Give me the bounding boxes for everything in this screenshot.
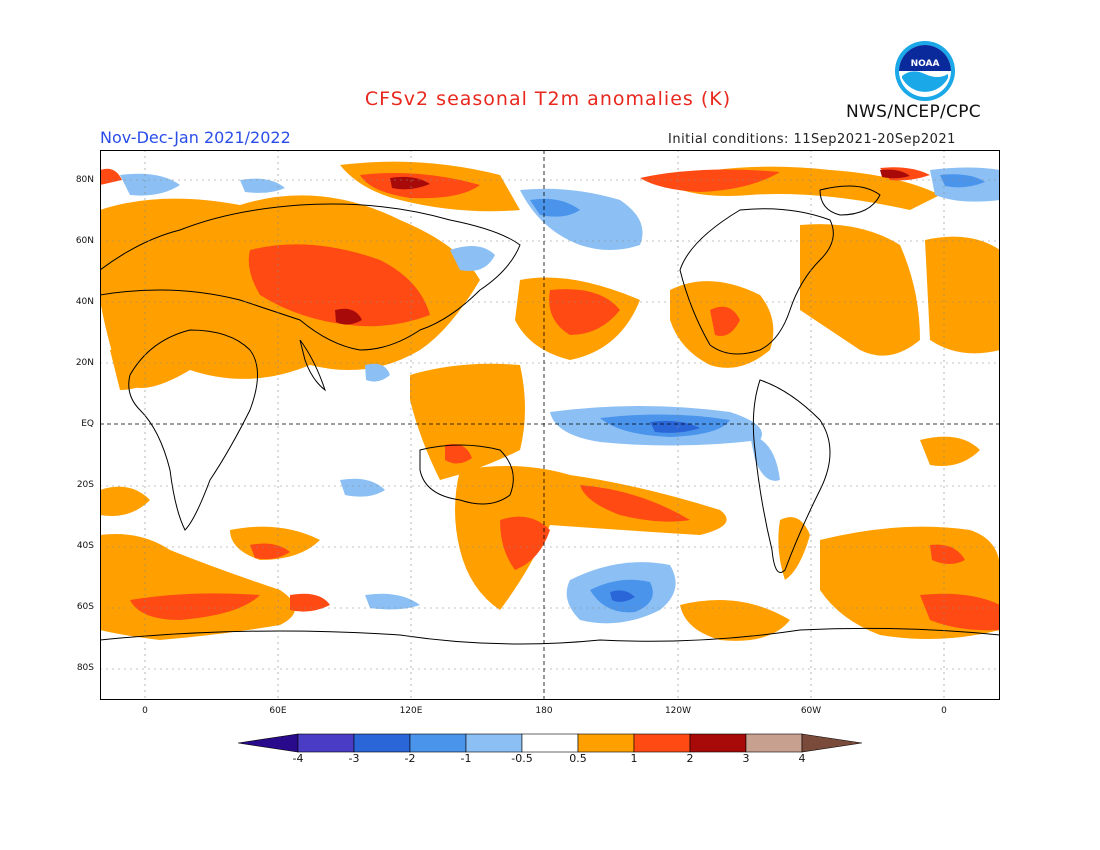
- agency-label: NWS/NCEP/CPC: [846, 102, 981, 122]
- lat-label-20s: 20S: [76, 480, 94, 490]
- colorbar: [238, 733, 862, 753]
- lat-label-40n: 40N: [75, 297, 94, 307]
- lat-label-40s: 40S: [76, 541, 94, 551]
- colorbar-swatch-minus4-minus3: [297, 733, 355, 753]
- lon-label-60e: 60E: [269, 706, 287, 716]
- colorbar-tick-minus3: -3: [348, 752, 360, 765]
- colorbar-tick-minus2: -2: [404, 752, 416, 765]
- colorbar-tick-05: 0.5: [569, 752, 587, 765]
- colorbar-swatch-3-4: [745, 733, 803, 753]
- svg-text:NOAA: NOAA: [911, 59, 940, 69]
- lon-label-180: 180: [535, 706, 553, 716]
- colorbar-swatch-2-3: [689, 733, 747, 753]
- lat-label-80n: 80N: [75, 175, 94, 185]
- lon-label-120w: 120W: [664, 706, 692, 716]
- colorbar-tick-minus4: -4: [292, 752, 304, 765]
- lon-label-60w: 60W: [800, 706, 822, 716]
- colorbar-swatch-minus1-minus05: [465, 733, 523, 753]
- forecast-period: Nov-Dec-Jan 2021/2022: [100, 128, 291, 147]
- lat-label-80s: 80S: [76, 663, 94, 673]
- lon-label-120e: 120E: [399, 706, 423, 716]
- lat-label-eq: EQ: [81, 419, 94, 429]
- colorbar-swatch-below-minus4: [238, 733, 299, 753]
- lat-label-60n: 60N: [75, 236, 94, 246]
- strong-warm-anomaly-layer: [100, 167, 1000, 631]
- colorbar-tick-3: 3: [742, 752, 750, 765]
- colorbar-swatch-1-2: [633, 733, 691, 753]
- lon-label-0-right: 0: [941, 706, 947, 716]
- colorbar-tick-minus05: -0.5: [511, 752, 533, 765]
- colorbar-tick-minus1: -1: [460, 752, 472, 765]
- reference-lines: [100, 150, 1000, 700]
- colorbar-tick-1: 1: [630, 752, 638, 765]
- lon-label-0-left: 0: [142, 706, 148, 716]
- graticule: [100, 150, 1000, 700]
- map-title: CFSv2 seasonal T2m anomalies (K): [364, 88, 732, 110]
- lat-label-60s: 60S: [76, 602, 94, 612]
- colorbar-swatch-above-4: [801, 733, 862, 753]
- colorbar-swatch-neutral: [521, 733, 579, 753]
- noaa-logo: NOAA: [895, 41, 955, 101]
- colorbar-tick-2: 2: [686, 752, 694, 765]
- initial-conditions: Initial conditions: 11Sep2021-20Sep2021: [668, 132, 956, 147]
- lat-label-20n: 20N: [75, 358, 94, 368]
- colorbar-swatch-05-1: [577, 733, 635, 753]
- colorbar-swatch-minus2-minus1: [409, 733, 467, 753]
- colorbar-tick-4: 4: [798, 752, 806, 765]
- colorbar-swatch-minus3-minus2: [353, 733, 411, 753]
- coastlines: [100, 185, 1000, 645]
- anomaly-map: [100, 150, 1000, 700]
